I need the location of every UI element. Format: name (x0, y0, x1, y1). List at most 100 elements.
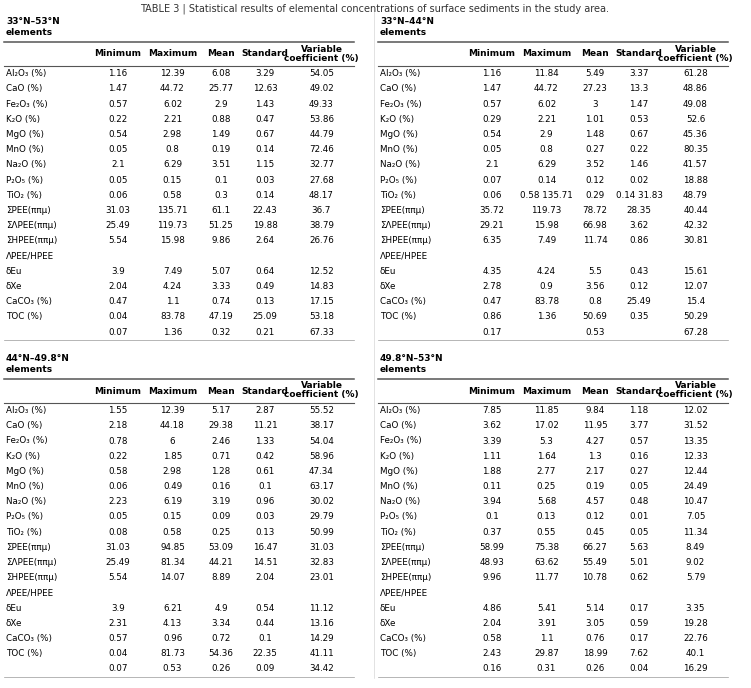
Text: 10.47: 10.47 (683, 497, 708, 506)
Text: 0.22: 0.22 (108, 115, 128, 124)
Text: 75.38: 75.38 (534, 543, 559, 552)
Text: 49.08: 49.08 (683, 100, 708, 109)
Text: 2.18: 2.18 (108, 421, 128, 430)
Text: 78.72: 78.72 (583, 206, 608, 215)
Text: 2.64: 2.64 (255, 236, 275, 246)
Text: ΣPEE(ππμ): ΣPEE(ππμ) (380, 206, 425, 215)
Text: Standard: Standard (616, 50, 662, 58)
Text: TOC (%): TOC (%) (6, 312, 42, 321)
Text: 35.72: 35.72 (479, 206, 505, 215)
Text: 61.1: 61.1 (212, 206, 231, 215)
Text: 0.54: 0.54 (482, 130, 502, 139)
Text: 9.02: 9.02 (686, 558, 705, 567)
Text: 54.36: 54.36 (209, 649, 234, 658)
Text: 0.67: 0.67 (255, 130, 275, 139)
Text: 5.14: 5.14 (585, 603, 605, 613)
Text: Fe₂O₃ (%): Fe₂O₃ (%) (6, 436, 48, 446)
Text: 1.47: 1.47 (482, 85, 502, 94)
Text: coefficient (%): coefficient (%) (658, 54, 733, 63)
Text: MnO (%): MnO (%) (380, 145, 418, 154)
Text: 0.12: 0.12 (585, 513, 605, 522)
Text: 2.46: 2.46 (212, 436, 231, 446)
Text: 0.22: 0.22 (108, 452, 128, 461)
Text: Al₂O₃ (%): Al₂O₃ (%) (6, 69, 47, 78)
Text: 3.77: 3.77 (629, 421, 649, 430)
Text: 1.88: 1.88 (482, 467, 502, 476)
Text: Standard: Standard (242, 387, 288, 396)
Text: 0.54: 0.54 (108, 130, 128, 139)
Text: 0.03: 0.03 (255, 175, 275, 184)
Text: 0.59: 0.59 (629, 619, 649, 628)
Text: 0.26: 0.26 (211, 665, 231, 674)
Text: 11.95: 11.95 (583, 421, 608, 430)
Text: 83.78: 83.78 (160, 312, 185, 321)
Text: 119.73: 119.73 (157, 221, 188, 230)
Text: Fe₂O₃ (%): Fe₂O₃ (%) (380, 100, 422, 109)
Text: TOC (%): TOC (%) (6, 649, 42, 658)
Text: 24.49: 24.49 (683, 482, 707, 491)
Text: 0.05: 0.05 (629, 528, 649, 537)
Text: Al₂O₃ (%): Al₂O₃ (%) (380, 406, 421, 415)
Text: 25.49: 25.49 (106, 558, 131, 567)
Text: 0.1: 0.1 (214, 175, 228, 184)
Text: Standard: Standard (616, 387, 662, 396)
Text: 8.49: 8.49 (686, 543, 705, 552)
Text: 5.68: 5.68 (537, 497, 556, 506)
Text: CaCO₃ (%): CaCO₃ (%) (6, 634, 52, 643)
Text: 7.62: 7.62 (629, 649, 649, 658)
Text: 50.69: 50.69 (583, 312, 608, 321)
Text: 0.14: 0.14 (255, 145, 275, 154)
Text: 29.38: 29.38 (209, 421, 234, 430)
Text: MnO (%): MnO (%) (6, 145, 44, 154)
Text: 0.07: 0.07 (482, 175, 502, 184)
Text: 0.09: 0.09 (211, 513, 231, 522)
Text: 2.9: 2.9 (214, 100, 228, 109)
Text: 0.17: 0.17 (629, 634, 649, 643)
Text: 18.99: 18.99 (583, 649, 608, 658)
Text: 14.07: 14.07 (160, 573, 185, 582)
Text: 0.26: 0.26 (585, 665, 605, 674)
Text: 66.98: 66.98 (583, 221, 608, 230)
Text: 0.07: 0.07 (108, 327, 128, 336)
Text: 7.05: 7.05 (686, 513, 705, 522)
Text: 81.34: 81.34 (160, 558, 185, 567)
Text: 5.54: 5.54 (108, 573, 128, 582)
Text: 0.1: 0.1 (258, 482, 272, 491)
Text: 13.3: 13.3 (629, 85, 649, 94)
Text: 83.78: 83.78 (534, 297, 559, 306)
Text: 0.64: 0.64 (255, 267, 275, 276)
Text: Minimum: Minimum (469, 387, 515, 396)
Text: 9.86: 9.86 (211, 236, 231, 246)
Text: 38.79: 38.79 (309, 221, 334, 230)
Text: TiO₂ (%): TiO₂ (%) (380, 191, 416, 200)
Text: 0.96: 0.96 (163, 634, 182, 643)
Text: 2.04: 2.04 (255, 573, 275, 582)
Text: 0.57: 0.57 (108, 634, 128, 643)
Text: 2.23: 2.23 (108, 497, 128, 506)
Text: 5.5: 5.5 (588, 267, 602, 276)
Text: 6.29: 6.29 (537, 160, 556, 169)
Text: 5.63: 5.63 (629, 543, 649, 552)
Text: CaCO₃ (%): CaCO₃ (%) (6, 297, 52, 306)
Text: 5.01: 5.01 (629, 558, 649, 567)
Text: 0.58: 0.58 (482, 634, 502, 643)
Text: 5.3: 5.3 (539, 436, 553, 446)
Text: 33°N–44°N: 33°N–44°N (380, 17, 434, 26)
Text: 0.14: 0.14 (537, 175, 556, 184)
Text: 0.57: 0.57 (482, 100, 502, 109)
Text: Na₂O (%): Na₂O (%) (6, 497, 47, 506)
Text: 49.33: 49.33 (309, 100, 334, 109)
Text: 0.06: 0.06 (108, 482, 128, 491)
Text: δEu: δEu (380, 267, 397, 276)
Text: 6.02: 6.02 (163, 100, 182, 109)
Text: 11.12: 11.12 (309, 603, 333, 613)
Text: 6.08: 6.08 (211, 69, 231, 78)
Text: 8.89: 8.89 (211, 573, 231, 582)
Text: 49.02: 49.02 (309, 85, 334, 94)
Text: 36.7: 36.7 (312, 206, 331, 215)
Text: 0.09: 0.09 (255, 665, 275, 674)
Text: 2.98: 2.98 (163, 130, 182, 139)
Text: 0.16: 0.16 (211, 482, 231, 491)
Text: 1.64: 1.64 (537, 452, 556, 461)
Text: 1.47: 1.47 (108, 85, 128, 94)
